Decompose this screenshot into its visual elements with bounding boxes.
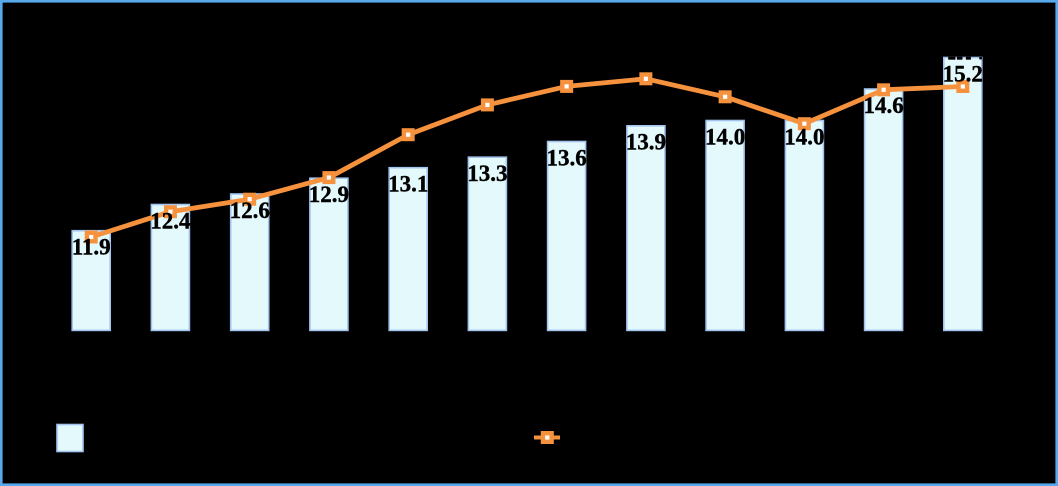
svg-text:13.6: 13.6 <box>546 145 586 170</box>
svg-text:13.1: 13.1 <box>388 172 428 197</box>
svg-text:11.9: 11.9 <box>72 235 111 260</box>
svg-text:14.0: 14.0 <box>784 124 824 149</box>
svg-text:12.6: 12.6 <box>230 198 270 223</box>
svg-text:12.9: 12.9 <box>309 182 349 207</box>
svg-text:13.3: 13.3 <box>467 161 507 186</box>
svg-text:14.0: 14.0 <box>705 124 745 149</box>
svg-text:14.6: 14.6 <box>863 93 903 118</box>
svg-text:12.4: 12.4 <box>150 208 191 233</box>
svg-text:13.9: 13.9 <box>626 130 666 155</box>
svg-text:15.2: 15.2 <box>943 61 983 86</box>
